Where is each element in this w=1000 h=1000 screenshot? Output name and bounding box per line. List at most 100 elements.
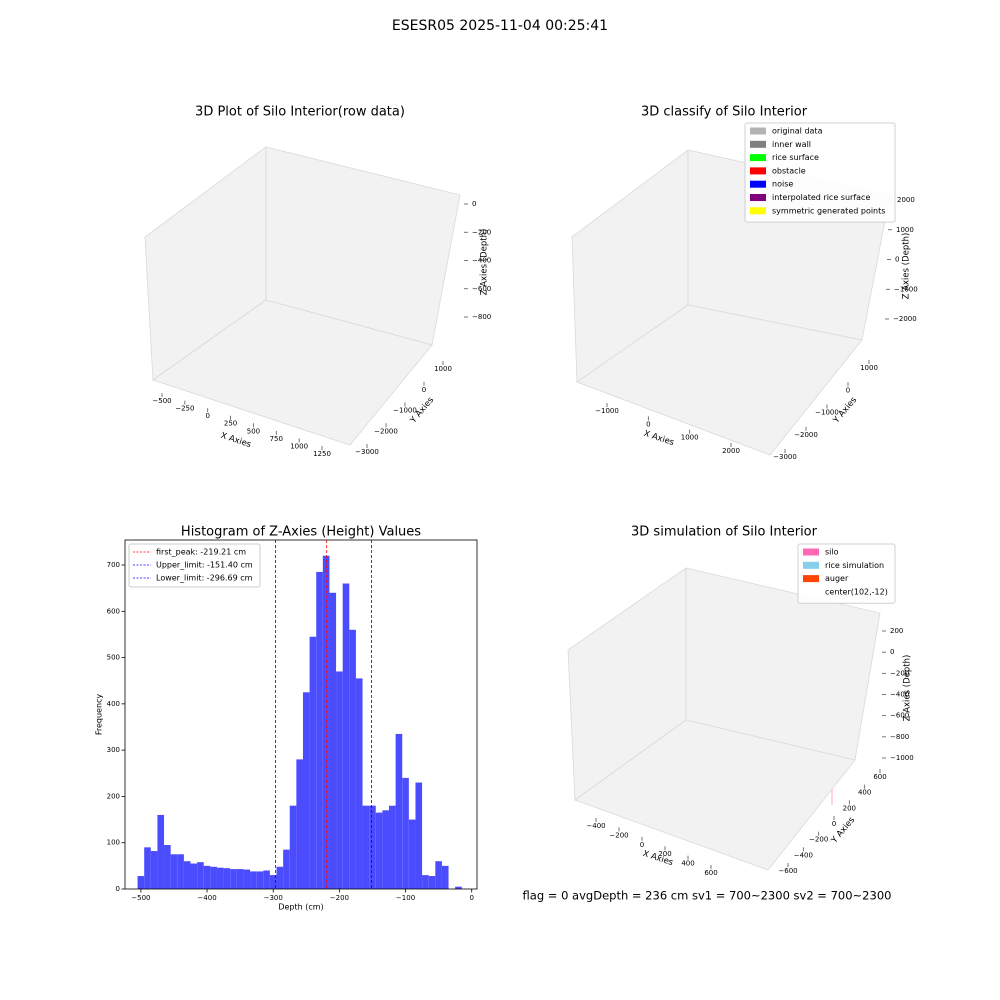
x-tick-label: 400 — [681, 860, 694, 868]
y-tick-label: 600 — [873, 773, 886, 781]
legend-swatch — [750, 127, 766, 135]
y-tick-label: 0 — [832, 820, 836, 828]
axis-label: X Axies — [642, 429, 675, 448]
x-tick-label: 1250 — [313, 450, 331, 458]
y-tick-label: 0 — [422, 386, 426, 394]
z-tick-label: −800 — [890, 733, 909, 741]
legend-label: rice simulation — [825, 561, 884, 570]
bar — [183, 861, 191, 889]
bar — [342, 583, 350, 889]
bar — [216, 867, 224, 889]
z-tick-label: 1000 — [896, 226, 914, 234]
axis-label: Z Axies (Depth) — [903, 655, 913, 722]
bar — [223, 868, 231, 889]
z-tick-label: −600 — [472, 285, 491, 293]
x-axis-label: Depth (cm) — [278, 903, 323, 912]
legend-swatch — [750, 154, 766, 162]
legend-label: center(102,-12) — [825, 587, 888, 596]
bar — [309, 636, 317, 889]
legend-swatch — [750, 140, 766, 148]
pane — [574, 719, 856, 871]
x-tick-label: −100 — [396, 894, 415, 902]
bar — [395, 733, 403, 889]
bar — [402, 777, 409, 889]
x-tick-label: −200 — [609, 831, 628, 839]
bar — [263, 870, 270, 889]
y-tick-label: 100 — [107, 839, 120, 847]
y-tick-label: 300 — [107, 746, 120, 754]
bar — [322, 555, 330, 889]
z-tick-label: −200 — [890, 669, 909, 677]
bar — [157, 814, 165, 889]
bar — [289, 805, 297, 889]
x-tick-label: 1000 — [681, 434, 699, 442]
bar — [144, 847, 151, 889]
legend-label: original data — [772, 127, 823, 136]
z-tick-label: −200 — [472, 228, 491, 236]
y-tick-label: 0 — [846, 386, 850, 394]
bar — [369, 805, 376, 889]
z-tick-label: −800 — [472, 313, 491, 321]
legend-label: silo — [825, 548, 839, 557]
x-tick-label: 0 — [469, 894, 473, 902]
x-tick-label: 1000 — [290, 442, 308, 450]
legend-label: Lower_limit: -296.69 cm — [156, 574, 253, 583]
legend-label: obstacle — [772, 166, 806, 175]
legend-box — [797, 543, 896, 604]
legend-label: interpolated rice surface — [772, 193, 870, 202]
axis-label: Z Axies (Depth) — [902, 233, 912, 300]
bar — [236, 869, 244, 889]
x-tick-label: 0 — [205, 412, 209, 420]
x-tick-label: 2000 — [722, 447, 740, 455]
bar — [256, 871, 264, 889]
legend-swatch — [750, 207, 766, 215]
y-tick-label: 1000 — [434, 365, 452, 373]
x-tick-label: −500 — [152, 397, 171, 405]
bar — [422, 875, 429, 889]
footer: flag = 0 avgDepth = 236 cm sv1 = 700~230… — [523, 889, 892, 903]
bar — [349, 629, 356, 889]
y-tick-label: −2000 — [374, 427, 398, 435]
legend-swatch — [803, 575, 819, 583]
x-tick-label: −250 — [175, 405, 194, 413]
pane — [152, 299, 433, 446]
legend-swatch — [750, 167, 766, 175]
legend-swatch — [750, 194, 766, 201]
chart-title: 3D Plot of Silo Interior(row data) — [195, 105, 405, 120]
legend-label: Upper_limit: -151.40 cm — [156, 561, 253, 570]
bar — [316, 571, 323, 889]
y-tick-label: −400 — [794, 851, 813, 859]
x-tick-label: 600 — [704, 869, 717, 877]
z-tick-label: −400 — [890, 691, 909, 699]
y-tick-label: 200 — [107, 792, 120, 800]
bar — [203, 865, 211, 889]
y-tick-label: −2000 — [794, 431, 818, 439]
bar — [329, 592, 337, 889]
bar — [362, 805, 370, 889]
axis-label: Z Axies (Depth) — [480, 229, 490, 296]
bar — [296, 759, 303, 889]
x-tick-label: 750 — [270, 435, 283, 443]
y-tick-label: 200 — [843, 804, 856, 812]
bar — [243, 869, 251, 889]
x-tick-label: −500 — [131, 894, 150, 902]
bar — [276, 866, 284, 889]
bar — [382, 810, 389, 889]
z-tick-label: −1000 — [890, 754, 914, 762]
plot-frame — [124, 539, 478, 890]
chart-title: Histogram of Z-Axies (Height) Values — [181, 525, 421, 540]
y-tick-label: 500 — [107, 654, 120, 662]
x-tick-label: 500 — [247, 427, 260, 435]
y-tick-label: −3000 — [355, 448, 379, 456]
y-tick-label: 400 — [858, 789, 871, 797]
chart-title: 3D classify of Silo Interior — [641, 105, 808, 120]
y-tick-label: 600 — [107, 607, 120, 615]
bar — [230, 869, 237, 889]
y-tick-label: −600 — [778, 867, 797, 875]
bar — [435, 861, 442, 889]
bar — [177, 854, 184, 889]
legend-label: rice surface — [772, 153, 819, 162]
bar — [197, 862, 204, 889]
bar — [389, 805, 396, 889]
